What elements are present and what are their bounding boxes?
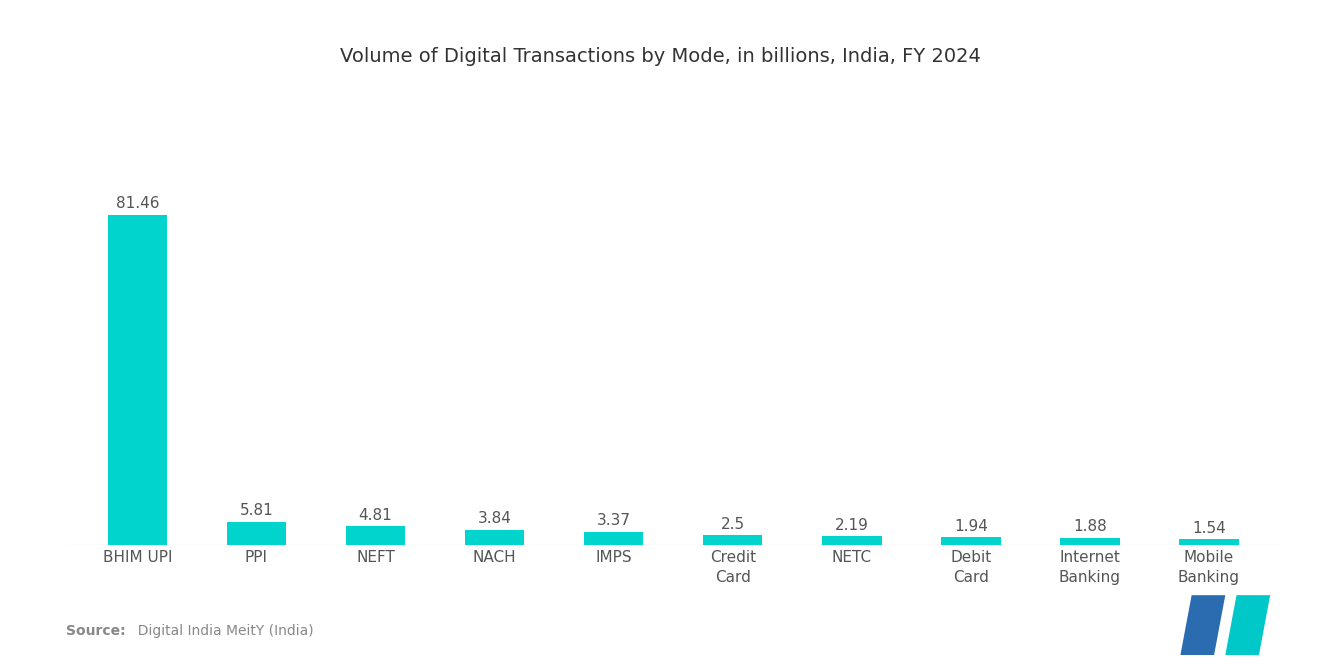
Text: 2.5: 2.5 (721, 517, 744, 532)
Text: Digital India MeitY (India): Digital India MeitY (India) (129, 624, 314, 638)
Bar (1179, 539, 1238, 545)
Bar (465, 530, 524, 545)
Bar (346, 526, 405, 545)
Text: 4.81: 4.81 (359, 507, 392, 523)
Bar (583, 531, 643, 545)
Text: 1.54: 1.54 (1192, 521, 1226, 536)
Polygon shape (1225, 595, 1270, 655)
Text: 1.88: 1.88 (1073, 519, 1106, 535)
Text: 3.84: 3.84 (478, 511, 512, 527)
Bar (227, 522, 286, 545)
Bar (108, 215, 168, 545)
Text: 3.37: 3.37 (597, 513, 631, 529)
Text: 1.94: 1.94 (954, 519, 987, 534)
Text: Source:: Source: (66, 624, 125, 638)
Bar (1060, 538, 1119, 545)
Text: 5.81: 5.81 (240, 503, 273, 519)
Bar (941, 537, 1001, 545)
Polygon shape (1180, 595, 1225, 655)
Bar (704, 535, 763, 545)
Text: Volume of Digital Transactions by Mode, in billions, India, FY 2024: Volume of Digital Transactions by Mode, … (339, 47, 981, 66)
Text: 81.46: 81.46 (116, 196, 160, 211)
Bar (822, 537, 882, 545)
Text: 2.19: 2.19 (834, 518, 869, 533)
